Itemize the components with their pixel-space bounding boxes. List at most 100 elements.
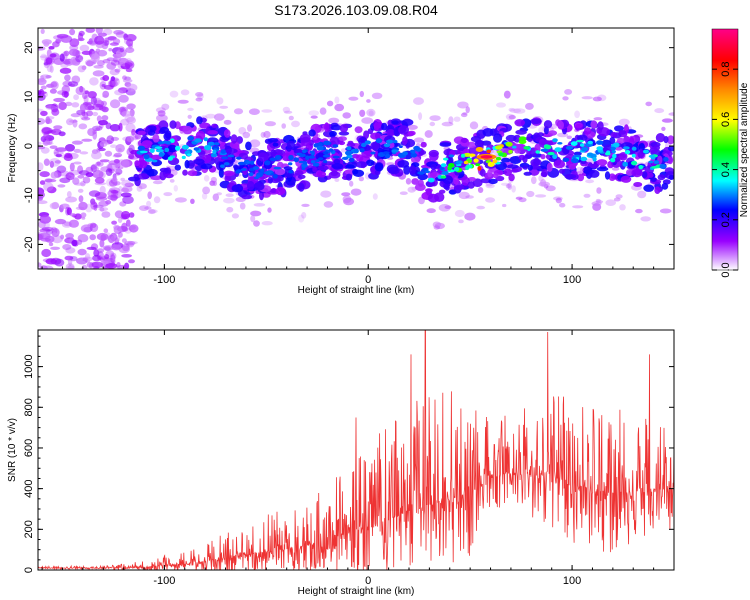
noise-blob xyxy=(94,35,105,45)
halo-blob xyxy=(247,124,252,132)
halo-blob xyxy=(163,192,173,197)
core-blob xyxy=(631,160,638,166)
band-blob xyxy=(529,118,542,125)
halo-blob xyxy=(618,118,630,126)
halo-blob xyxy=(156,114,168,122)
band-blob xyxy=(167,144,178,153)
noise-blob xyxy=(93,266,100,269)
noise-blob xyxy=(81,50,93,56)
core-blob xyxy=(587,152,594,157)
noise-blob xyxy=(121,179,132,187)
noise-blob xyxy=(125,68,133,73)
noise-blob xyxy=(52,41,60,48)
halo-blob xyxy=(328,117,340,124)
noise-blob xyxy=(71,140,83,145)
colorbar-frame xyxy=(711,28,739,271)
core-blob xyxy=(332,144,339,148)
core-blob xyxy=(440,175,447,179)
noise-blob xyxy=(73,148,82,153)
noise-blob xyxy=(113,159,120,164)
band-blob xyxy=(540,154,546,160)
halo-blob xyxy=(359,109,366,118)
band-blob xyxy=(258,152,269,162)
noise-blob xyxy=(118,94,129,103)
band-blob xyxy=(515,129,527,135)
halo-blob xyxy=(187,107,194,111)
noise-blob xyxy=(40,237,51,242)
band-blob xyxy=(365,159,375,167)
noise-blob xyxy=(128,259,135,264)
core-blob xyxy=(253,166,259,170)
x-tick-label: -100 xyxy=(153,575,175,587)
band-blob xyxy=(430,163,437,170)
noise-blob xyxy=(99,207,105,212)
core-blob xyxy=(187,135,195,141)
core-blob xyxy=(596,140,604,145)
core-blob xyxy=(468,153,476,157)
band-blob xyxy=(274,168,286,176)
noise-blob xyxy=(126,135,134,143)
x-tick-label: 0 xyxy=(365,575,371,587)
halo-blob xyxy=(153,196,161,204)
noise-blob xyxy=(121,211,131,220)
band-blob xyxy=(508,173,515,182)
core-blob xyxy=(424,170,430,174)
band-blob xyxy=(568,163,577,170)
core-blob xyxy=(587,140,593,145)
halo-blob xyxy=(513,108,526,114)
noise-blob xyxy=(90,96,97,105)
core-blob xyxy=(318,157,324,161)
band-blob xyxy=(332,163,344,170)
noise-blob xyxy=(100,100,107,107)
core-blob xyxy=(193,147,200,151)
noise-blob xyxy=(40,28,45,34)
halo-blob xyxy=(212,180,217,187)
band-blob xyxy=(133,173,139,179)
band-blob xyxy=(618,129,627,135)
halo-blob xyxy=(187,114,192,119)
noise-blob xyxy=(69,119,78,123)
band-blob xyxy=(506,164,519,169)
noise-blob xyxy=(80,111,85,120)
core-blob xyxy=(167,156,173,161)
noise-blob xyxy=(113,55,122,63)
band-blob xyxy=(363,130,370,139)
band-blob xyxy=(575,123,583,129)
core-blob xyxy=(540,148,549,152)
y-tick-label: 0 xyxy=(23,567,35,573)
noise-blob xyxy=(45,75,52,79)
noise-blob xyxy=(82,101,93,106)
band-blob xyxy=(259,191,264,201)
noise-blob xyxy=(38,196,44,201)
band-blob xyxy=(540,171,548,177)
band-blob xyxy=(223,129,231,138)
noise-blob xyxy=(91,151,102,160)
halo-blob xyxy=(320,190,332,198)
noise-blob xyxy=(91,261,104,268)
noise-blob xyxy=(109,99,121,109)
band-blob xyxy=(479,168,486,177)
noise-blob xyxy=(64,74,71,82)
band-blob xyxy=(386,129,396,137)
core-blob xyxy=(203,137,208,142)
halo-blob xyxy=(562,96,569,101)
noise-blob xyxy=(127,155,135,160)
band-blob xyxy=(200,163,213,170)
band-blob xyxy=(409,165,416,176)
core-blob xyxy=(465,165,470,171)
core-blob xyxy=(622,161,628,167)
noise-blob xyxy=(118,186,123,194)
y-tick-label: 10 xyxy=(23,91,35,103)
colorbar-tick-label: 0.4 xyxy=(720,162,732,177)
band-blob xyxy=(286,140,295,148)
core-blob xyxy=(364,140,371,145)
noise-blob xyxy=(72,58,81,66)
noise-blob xyxy=(84,90,89,94)
band-blob xyxy=(196,116,203,125)
halo-blob xyxy=(509,108,521,114)
core-blob xyxy=(638,165,644,170)
noise-blob xyxy=(107,234,115,244)
band-blob xyxy=(391,120,399,125)
noise-blob xyxy=(39,228,51,233)
core-blob xyxy=(139,150,148,154)
